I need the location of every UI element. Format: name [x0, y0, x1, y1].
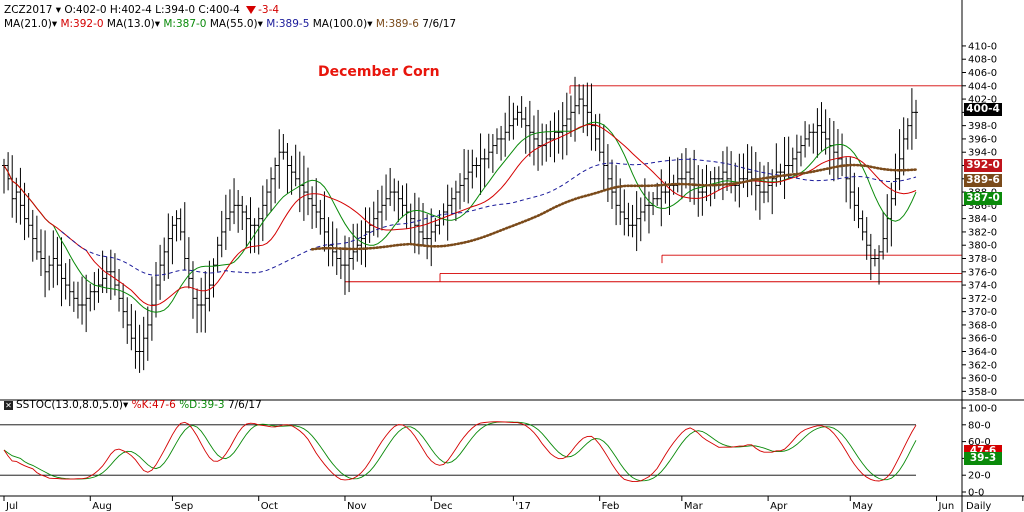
price-tag: 387-0	[964, 192, 1002, 206]
dropdown-icon[interactable]: ▾	[51, 18, 58, 30]
price-tick-label: 402-0	[968, 95, 997, 106]
ma-line-55	[61, 158, 917, 276]
stoch-tick-label: 0-0	[968, 488, 984, 499]
price-tick-label: 384-0	[968, 214, 997, 225]
stoch-tick-label: 20-0	[968, 471, 991, 482]
price-tick-label: 410-0	[968, 41, 997, 52]
price-tag: 392-0	[964, 159, 1002, 172]
price-tick-label: 376-0	[968, 267, 997, 278]
price-tick-label: 406-0	[968, 68, 997, 79]
price-tick-label: 386-0	[968, 201, 997, 212]
ohlc-readout: O:402-0 H:402-4 L:394-0 C:400-4	[64, 4, 240, 16]
study-ma21-label[interactable]: MA(21.0)	[4, 18, 52, 30]
time-label: Sep	[174, 501, 193, 512]
study-ma13-label[interactable]: MA(13.0)	[106, 18, 155, 30]
price-tick-label: 396-0	[968, 134, 997, 145]
dropdown-icon[interactable]: ▾	[122, 399, 129, 411]
study-header: MA(21.0)▾ M:392-0 MA(13.0)▾ M:387-0 MA(5…	[4, 18, 456, 30]
study-date: 7/6/17	[422, 18, 457, 30]
stochastic-label[interactable]: SSTOC(13.0,8.0,5.0)	[16, 399, 123, 411]
down-arrow-icon	[246, 6, 257, 14]
time-label: May	[852, 501, 873, 512]
price-tick-label: 380-0	[968, 241, 997, 252]
price-tick-label: 358-0	[968, 387, 997, 398]
stoch-d-line	[3, 421, 917, 482]
dropdown-icon[interactable]: ▾	[367, 18, 373, 30]
time-label: Mar	[684, 501, 704, 512]
time-axis: JulAugSepOctNovDec'17FebMarAprMayJunJulD…	[3, 496, 1024, 512]
price-tick-label: 370-0	[968, 307, 997, 318]
stochastic-d-value: %D:39-3	[179, 399, 225, 411]
time-label: Oct	[261, 501, 278, 512]
price-tick-label: 364-0	[968, 347, 997, 358]
price-pane: 358-0 360-0 362-0 364-0 366-0 368-0 370-0 372-0…	[2, 41, 997, 398]
stoch-tick-label: 60-0	[968, 437, 991, 448]
symbol-label[interactable]: ZCZ2017	[4, 4, 53, 16]
stochastic-header: ✕ SSTOC(13.0,8.0,5.0)▾ %K:47-6 %D:39-3 7/…	[4, 399, 262, 411]
stochastic-date: 7/6/17	[227, 399, 262, 411]
time-label: Nov	[347, 501, 367, 512]
study-ma100-value: M:389-6	[375, 18, 419, 30]
quote-header: ZCZ2017 ▾ O:402-0 H:402-4 L:394-0 C:400-…	[4, 4, 279, 16]
price-tick-label: 360-0	[968, 374, 997, 385]
dropdown-icon[interactable]: ▾	[154, 18, 161, 30]
study-ma55-label[interactable]: MA(55.0)	[209, 18, 258, 30]
study-ma21-value: M:392-0	[60, 18, 104, 30]
price-tick-label: 368-0	[968, 320, 997, 331]
time-label: Dec	[433, 501, 452, 512]
ma-line-21	[3, 123, 917, 307]
study-ma13-value: M:387-0	[163, 18, 207, 30]
stochastic-k-value: %K:47-6	[131, 399, 176, 411]
time-label: Feb	[602, 501, 620, 512]
dropdown-icon[interactable]: ▾	[257, 18, 263, 30]
price-tag: 400-4	[964, 102, 1002, 116]
stoch-tick-label: 100-0	[968, 404, 997, 415]
study-ma55-value: M:389-5	[266, 18, 310, 30]
price-tick-label: 374-0	[968, 281, 997, 292]
ma-line-100	[310, 163, 918, 251]
time-label: Apr	[770, 501, 788, 512]
price-tick-label: 408-0	[968, 55, 997, 66]
price-tick-label: 362-0	[968, 360, 997, 371]
price-tick-label: 378-0	[968, 254, 997, 265]
price-tick-label: 372-0	[968, 294, 997, 305]
price-tick-label: 398-0	[968, 121, 997, 132]
dropdown-icon[interactable]: ▾	[55, 4, 62, 16]
time-label: Jul	[5, 501, 18, 512]
time-label: Jun	[938, 501, 955, 512]
price-tick-label: 382-0	[968, 227, 997, 238]
study-ma100-label[interactable]: MA(100.0)	[312, 18, 368, 30]
stoch-tick-label: 80-0	[968, 420, 991, 431]
price-tick-label: 366-0	[968, 334, 997, 345]
ma-line-13	[3, 121, 917, 313]
time-label: Daily	[966, 501, 991, 512]
time-label: '17	[515, 501, 530, 512]
time-label: Aug	[92, 501, 112, 512]
price-tag: 389-6	[964, 173, 1002, 187]
stoch-k-line	[3, 421, 917, 483]
change-value: -3-4	[258, 4, 280, 16]
close-icon[interactable]: ✕	[4, 400, 13, 410]
stoch-tag: 39-3	[964, 452, 1002, 466]
price-tick-label: 404-0	[968, 81, 997, 92]
price-tick-label: 394-0	[968, 148, 997, 159]
chart-title: December Corn	[318, 64, 440, 80]
